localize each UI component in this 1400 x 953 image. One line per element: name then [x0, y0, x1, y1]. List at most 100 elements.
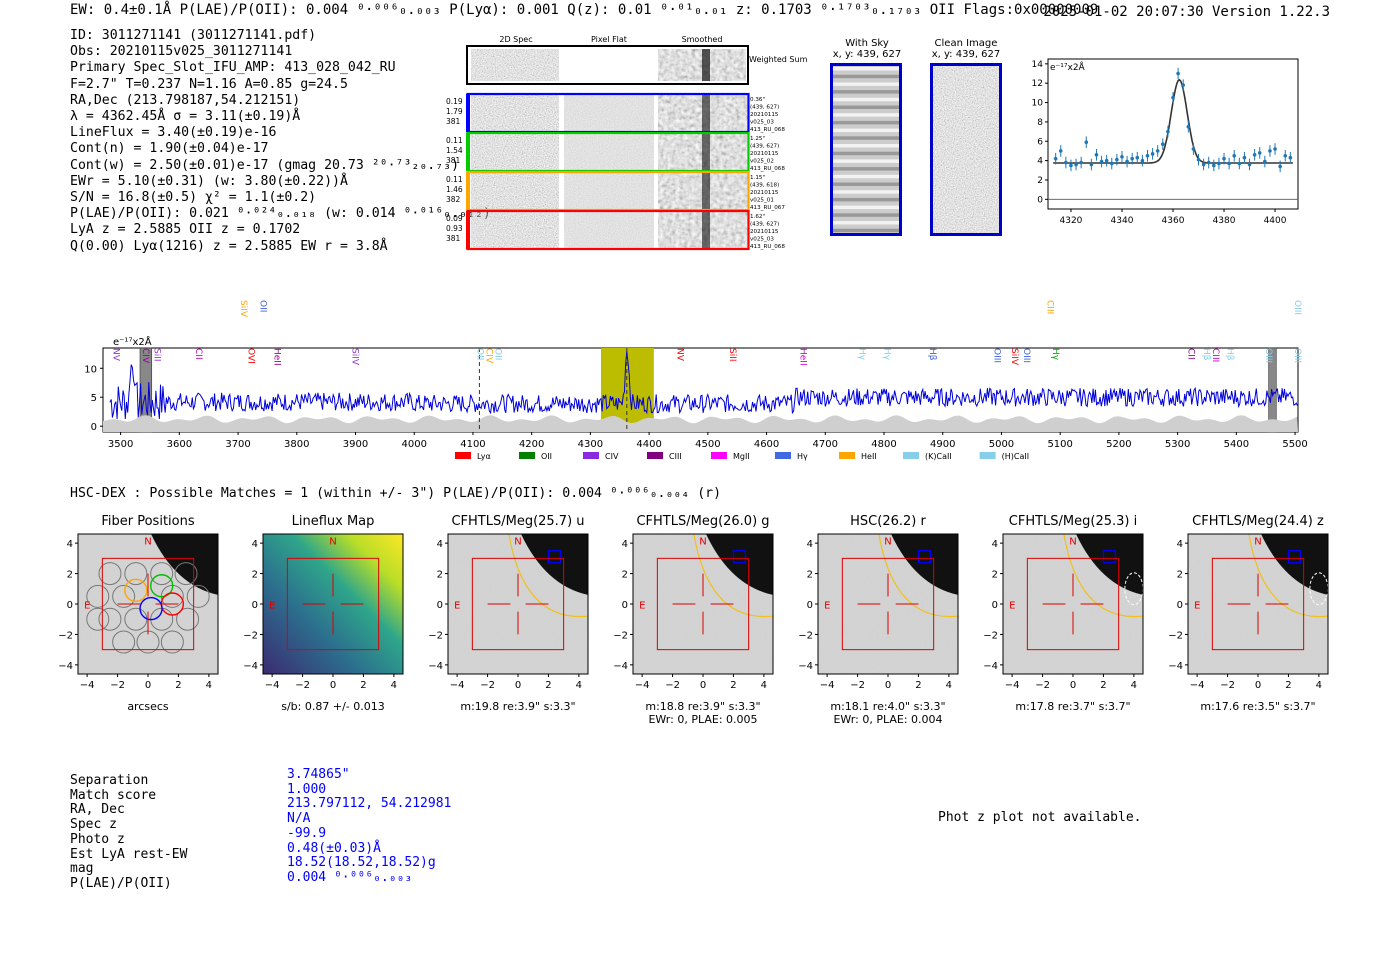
data-point — [1094, 153, 1099, 157]
north-label: N — [329, 537, 336, 548]
bright-source — [1261, 534, 1328, 595]
y-tick-label: −2 — [428, 630, 443, 641]
x-tick-label: 2 — [545, 680, 551, 691]
north-label: N — [1069, 537, 1076, 548]
line-label: Hβ — [1201, 348, 1211, 361]
cutout-right-info: 20210115 — [750, 151, 779, 157]
value-match-score: 1.000 — [287, 781, 327, 797]
line-label: SiIV — [350, 348, 360, 366]
catalog-box — [1287, 550, 1302, 564]
unit-label: e⁻¹⁷x2Å — [1050, 61, 1086, 73]
legend-label: Hγ — [797, 452, 808, 461]
cutout-right-info: 413_RU_068 — [750, 166, 785, 172]
cutout-right-info: 20210115 — [750, 112, 779, 118]
y-tick-label: 0 — [807, 600, 813, 611]
east-label: E — [454, 601, 460, 612]
east-label: E — [1194, 601, 1200, 612]
x-tick-label: 2 — [730, 680, 736, 691]
line-label: SiIV — [238, 300, 248, 318]
cutout-2d-spec — [471, 94, 559, 132]
legend-label: CIV — [605, 452, 619, 461]
cutout-right-info: 0.36" — [750, 97, 765, 103]
data-point — [1084, 140, 1089, 145]
data-point — [1196, 157, 1201, 162]
error-band — [103, 415, 1298, 432]
cutout-right-info: v025_03 — [750, 120, 774, 126]
data-point — [1263, 159, 1267, 164]
y-tick-label: −4 — [1168, 661, 1183, 672]
east-label: E — [84, 601, 90, 612]
x-tick-label: 2 — [915, 680, 921, 691]
y-tick-label: 4 — [807, 539, 813, 550]
line-label: OII — [475, 348, 485, 360]
panel-caption: m:19.8 re:3.9" s:3.3" — [418, 700, 618, 713]
bright-source — [521, 534, 588, 595]
line-label: Hγ — [1050, 348, 1060, 361]
with-sky-label: With Sky — [845, 38, 889, 49]
caption-line: m:19.8 re:3.9" s:3.3" — [460, 700, 576, 713]
info-line: ID: 3011271141 (3011271141.pdf) — [70, 28, 317, 43]
x-tick-label: 4 — [1316, 680, 1322, 691]
cutout-row-marker — [466, 133, 470, 171]
legend-label: Lyα — [477, 452, 491, 461]
fiber-circle — [176, 607, 200, 631]
data-point — [1069, 163, 1073, 168]
legend-label: MgII — [733, 452, 750, 461]
data-point — [1150, 152, 1155, 156]
match-labels: Separation Match score RA, Dec Spec z Ph… — [70, 773, 187, 892]
fiber-orange — [124, 578, 148, 603]
x-tick-label: 0 — [700, 680, 706, 691]
sky-fiber-row — [832, 82, 900, 86]
panel-caption: m:18.1 re:4.0" s:3.3" EWr: 0, PLAE: 0.004 — [788, 700, 988, 726]
x-tick-label: 4400 — [636, 439, 661, 450]
cutout-left-stat: 0.11 — [446, 136, 463, 145]
y-tick-label: −4 — [798, 661, 813, 672]
label-separation: Separation — [70, 773, 149, 788]
cutout-right-info: (439, 627) — [750, 105, 779, 111]
x-tick-label: 2 — [360, 680, 366, 691]
fiber-circle — [86, 584, 110, 608]
line-label: SiII — [727, 348, 737, 362]
x-tick-label: 0 — [145, 680, 151, 691]
with-sky-image — [830, 63, 902, 236]
y-tick-label: 12 — [1032, 79, 1043, 89]
search-box — [471, 557, 565, 651]
x-tick-label: 4500 — [695, 439, 720, 450]
legend-label: OII — [541, 452, 552, 461]
data-point — [1217, 161, 1221, 166]
fiber-circle — [112, 584, 136, 608]
x-tick-label: 4360 — [1162, 216, 1185, 226]
y-tick-label: −4 — [983, 661, 998, 672]
data-point — [1053, 156, 1058, 161]
x-tick-label: 4000 — [402, 439, 427, 450]
value-plae: 0.004 ⁰·⁰⁰⁶₀.₀₀₃ — [287, 869, 413, 885]
sky-fiber-row — [832, 120, 900, 125]
x-tick-label: 0 — [885, 680, 891, 691]
data-point — [1252, 153, 1257, 157]
cutout-pixel-flat — [564, 94, 654, 132]
match-values: 3.74865" 1.000 213.797112, 54.212981 N/A… — [287, 767, 451, 886]
y-tick-label: 5 — [91, 393, 97, 404]
data-point — [1125, 159, 1129, 164]
panel-caption: m:18.8 re:3.9" s:3.3" EWr: 0, PLAE: 0.005 — [603, 700, 803, 726]
x-tick-label: 4700 — [813, 439, 838, 450]
legend-swatch — [519, 452, 535, 459]
lineflux-map — [263, 534, 403, 674]
x-tick-label: 4100 — [460, 439, 485, 450]
y-tick-label: 4 — [437, 539, 443, 550]
x-tick-label: 3800 — [284, 439, 309, 450]
y-tick-label: 4 — [622, 539, 628, 550]
value-separation: 3.74865" — [287, 767, 350, 782]
caption-line: m:17.6 re:3.5" s:3.7" — [1200, 700, 1316, 713]
data-point — [1191, 147, 1196, 151]
cutout-right-info: (439, 627) — [750, 144, 779, 150]
panel-title: Lineflux Map — [291, 514, 375, 529]
cutout-left-stat: 381 — [446, 156, 461, 165]
x-tick-label: 4 — [946, 680, 952, 691]
info-line: Primary Spec_Slot_IFU_AMP: 413_028_042_R… — [70, 60, 396, 76]
cutout-right-info: v025_01 — [750, 198, 774, 204]
info-line: Cont(w) = 2.50(±0.01)e-17 (gmag 20.73 ²⁰… — [70, 157, 460, 173]
sky-fiber-row — [832, 190, 900, 194]
clean-image-title: Clean Image x, y: 439, 627 — [928, 38, 1004, 60]
